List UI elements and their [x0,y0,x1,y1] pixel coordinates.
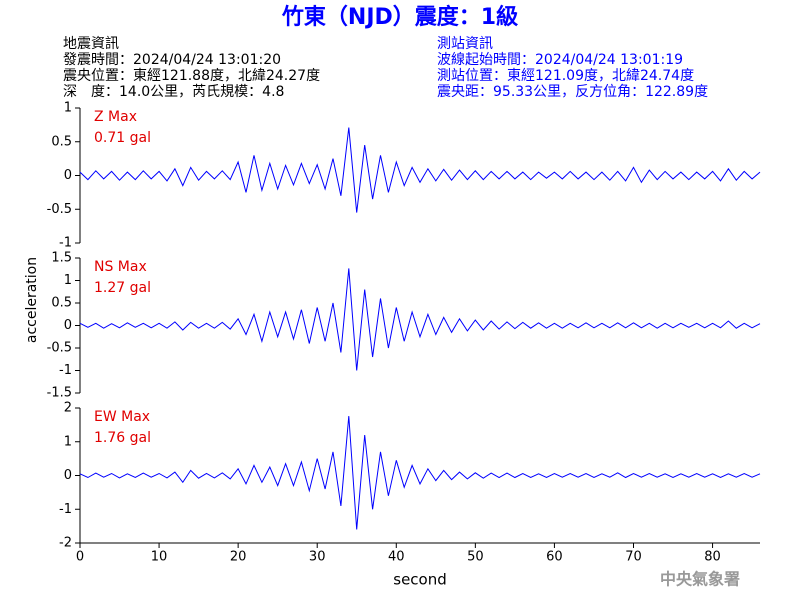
info-line: 測站位置：東經121.09度，北緯24.74度 [437,68,694,84]
max-annotation: Z Max [94,109,137,125]
max-annotation: 1.27 gal [94,280,151,296]
max-annotation: 1.76 gal [94,430,151,446]
y-tick-label: 0.5 [51,296,72,311]
y-tick-label: 1.5 [51,251,72,266]
x-tick-label: 0 [76,550,84,565]
waveform [79,416,761,530]
y-tick-label: -0.5 [47,341,72,356]
info-line: 震央距：95.33公里，反方位角：122.89度 [437,84,708,100]
x-tick-label: 30 [309,550,326,565]
x-tick-label: 80 [704,550,721,565]
y-tick-label: 0 [64,318,72,333]
x-tick-label: 10 [151,550,168,565]
info-line: 發震時間：2024/04/24 13:01:20 [63,52,281,68]
info-line: 波線起始時間：2024/04/24 13:01:19 [437,52,683,68]
y-tick-label: 0 [64,468,72,483]
y-tick-label: -2 [59,536,72,551]
watermark: 中央氣象署 [660,570,740,589]
info-line: 震央位置：東經121.88度，北緯24.27度 [63,68,320,84]
info-line: 測站資訊 [437,36,493,52]
y-tick-label: -1 [59,236,72,251]
x-tick-label: 40 [388,550,405,565]
waveform [79,268,761,371]
x-tick-label: 70 [625,550,642,565]
x-tick-label: 50 [467,550,484,565]
y-tick-label: 1 [64,434,72,449]
y-axis-label: acceleration [24,257,40,343]
y-tick-label: 1 [64,273,72,288]
info-line: 深 度：14.0公里，芮氏規模：4.8 [63,83,284,100]
x-tick-label: 60 [546,550,563,565]
x-axis-label: second [393,571,447,589]
y-tick-label: -1.5 [47,386,72,401]
waveform [79,127,761,213]
y-tick-label: 1 [64,101,72,116]
y-tick-label: 0.5 [51,134,72,149]
max-annotation: NS Max [94,259,147,275]
max-annotation: EW Max [94,409,150,425]
y-tick-label: 2 [64,401,72,416]
y-tick-label: 0 [64,168,72,183]
title: 竹東（NJD）震度：1級 [281,4,518,30]
y-tick-label: -0.5 [47,202,72,217]
y-tick-label: -1 [59,502,72,517]
info-line: 地震資訊 [63,36,119,52]
y-tick-label: -1 [59,363,72,378]
max-annotation: 0.71 gal [94,130,151,146]
x-tick-label: 20 [230,550,247,565]
